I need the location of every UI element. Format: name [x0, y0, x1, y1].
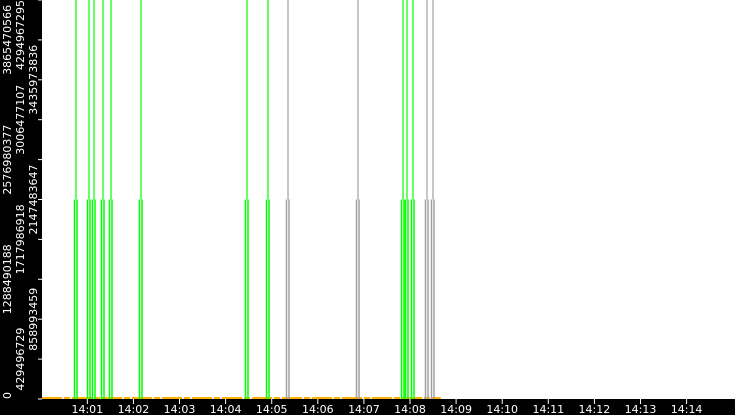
y-tick-label: 0	[1, 392, 14, 399]
y-tick-label: 858993459	[27, 288, 40, 351]
x-tick-label: 14:13	[625, 403, 657, 415]
x-tick-label: 14:11	[532, 403, 564, 415]
x-tick-label: 14:06	[302, 403, 334, 415]
x-tick-label: 14:14	[671, 403, 703, 415]
x-tick-label: 14:02	[118, 403, 150, 415]
x-tick-label: 14:08	[394, 403, 426, 415]
y-tick-label: 3865470566	[1, 5, 14, 75]
x-tick-label: 14:04	[210, 403, 242, 415]
x-tick-label: 14:09	[440, 403, 472, 415]
x-tick-label: 14:10	[486, 403, 518, 415]
y-tick-label: 1288490188	[1, 244, 14, 314]
y-tick-label: 1717986918	[14, 204, 27, 274]
x-tick-label: 14:03	[164, 403, 196, 415]
y-tick-label: 2576980377	[1, 125, 14, 195]
plot-area	[42, 0, 735, 399]
x-tick-label: 14:01	[71, 403, 103, 415]
x-tick-label: 14:07	[348, 403, 380, 415]
y-tick-label: 3435973836	[27, 45, 40, 115]
y-tick-label: 3006477107	[14, 85, 27, 155]
y-tick-label: 4294967295	[14, 0, 27, 70]
y-tick-label: 2147483647	[27, 165, 40, 235]
x-tick-label: 14:12	[579, 403, 611, 415]
x-tick-label: 14:05	[256, 403, 288, 415]
y-tick-label: 429496729	[14, 328, 27, 391]
